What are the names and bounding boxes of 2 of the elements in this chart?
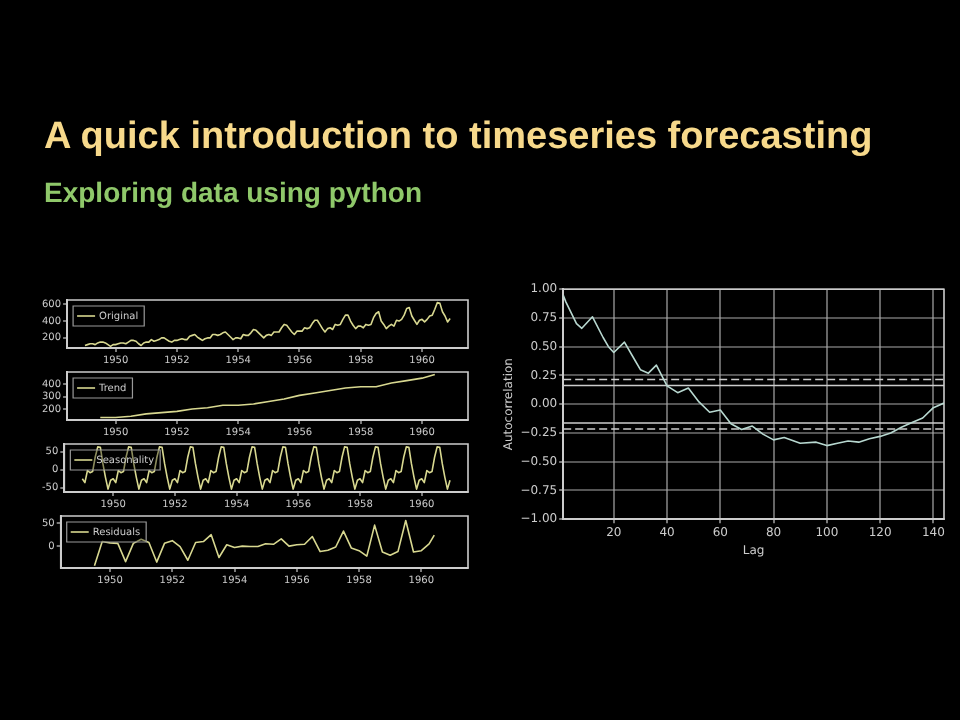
chart-subtitle: Exploring data using python [44, 176, 422, 208]
chart-title: A quick introduction to timeseries forecasting [44, 116, 873, 160]
